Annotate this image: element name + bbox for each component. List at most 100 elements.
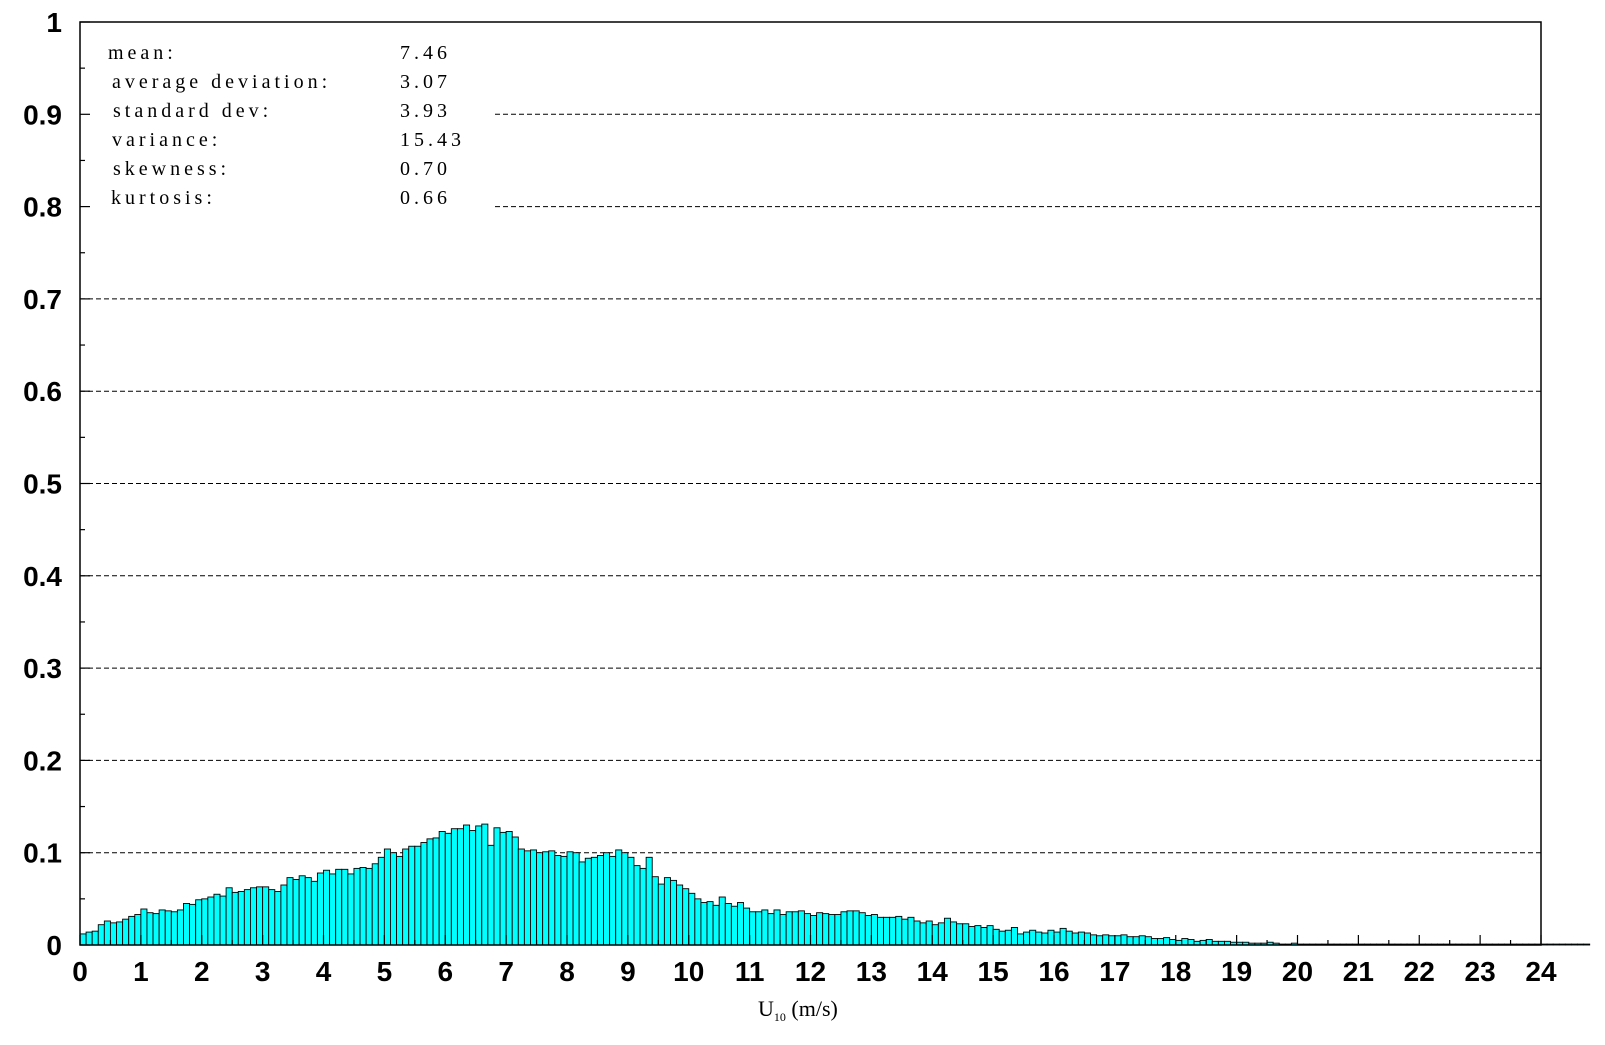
- histogram-bar: [980, 927, 988, 946]
- histogram-bar: [323, 869, 331, 946]
- histogram-bar: [469, 830, 477, 946]
- x-tick-label: 20: [1282, 956, 1313, 987]
- histogram-bar: [694, 898, 702, 946]
- histogram-bar: [189, 903, 197, 946]
- histogram-bar: [1071, 932, 1079, 946]
- histogram-bar: [542, 851, 550, 946]
- histogram-bar: [408, 845, 416, 946]
- histogram-bar: [773, 909, 781, 946]
- histogram-bar: [493, 827, 501, 946]
- y-tick-label: 1: [46, 7, 62, 38]
- histogram-bar: [700, 902, 708, 946]
- histogram-bar: [1558, 943, 1566, 946]
- y-tick-label: 0.4: [23, 561, 62, 592]
- x-tick-label: 12: [795, 956, 826, 987]
- histogram-bar: [475, 825, 483, 946]
- histogram-bar: [219, 895, 227, 946]
- histogram-bar: [195, 899, 203, 946]
- histogram-bar: [596, 855, 604, 946]
- histogram-bar: [109, 922, 117, 946]
- x-tick-label: 5: [377, 956, 393, 987]
- histogram-bar: [931, 924, 939, 946]
- histogram-bar: [1010, 927, 1018, 946]
- histogram-bar: [79, 933, 87, 946]
- x-axis-label-subscript: 10: [774, 1010, 786, 1024]
- histogram-bar: [1132, 936, 1140, 946]
- histogram-bar: [1120, 934, 1128, 946]
- stat-value: 15.43: [400, 129, 465, 151]
- histogram-bar: [992, 928, 1000, 946]
- x-tick-labels: 0 1 2 3 4 5 6 7 8 9 10 11 12 13 14 15 16 17 18 19 20 21 22 23 24: [72, 956, 1557, 987]
- histogram-bar: [505, 831, 513, 946]
- stat-value: 0.70: [400, 158, 451, 180]
- histogram-bar: [390, 852, 397, 946]
- histogram-bar: [712, 904, 720, 946]
- y-tick-label: 0.3: [23, 653, 62, 684]
- histogram-bar: [353, 867, 361, 946]
- x-tick-label: 6: [437, 956, 453, 987]
- histogram-bar: [402, 848, 410, 946]
- histogram-bar: [840, 911, 848, 946]
- histogram-bar: [1017, 933, 1025, 946]
- histogram-bar: [1163, 937, 1171, 946]
- stat-value: 3.93: [400, 100, 451, 122]
- histogram-bar: [304, 877, 312, 946]
- x-tick-label: 23: [1465, 956, 1496, 987]
- histogram-bar: [1108, 935, 1116, 946]
- histogram-bar: [487, 844, 495, 946]
- histogram-bar: [438, 831, 446, 946]
- histogram-bar: [950, 921, 958, 946]
- y-tick-label: 0.5: [23, 469, 62, 500]
- histogram-bar: [797, 910, 805, 946]
- histogram-bar: [852, 910, 860, 946]
- x-tick-label: 8: [559, 956, 575, 987]
- histogram-bar: [937, 922, 945, 946]
- histogram-bar: [779, 914, 787, 946]
- histogram-bar: [603, 852, 611, 946]
- histogram-bar: [1187, 939, 1195, 946]
- histogram-bar: [1150, 938, 1158, 946]
- histogram-bar: [858, 912, 866, 946]
- histogram-bar: [286, 877, 294, 946]
- histogram-bar: [846, 910, 854, 946]
- histogram-bar: [968, 926, 976, 946]
- x-axis-label: U10 (m/s): [758, 996, 838, 1024]
- histogram-bar: [298, 875, 306, 946]
- histogram-bar: [828, 914, 836, 946]
- histogram-bar: [146, 912, 154, 946]
- histogram-bar: [864, 915, 872, 946]
- histogram-bar: [810, 915, 818, 946]
- histogram-bar: [907, 916, 915, 946]
- stat-label: variance:: [112, 129, 221, 151]
- histogram-bar: [676, 884, 684, 946]
- histogram-bar: [1029, 929, 1037, 946]
- histogram-bar: [743, 907, 751, 946]
- histogram-bar: [633, 865, 641, 946]
- histogram-bar: [201, 898, 209, 946]
- histogram-bar: [1023, 931, 1031, 946]
- histogram-bar: [682, 888, 690, 946]
- histogram-bar: [1083, 932, 1091, 946]
- histogram-bar: [761, 909, 769, 946]
- histogram-bar: [1577, 943, 1585, 946]
- x-tick-label: 1: [133, 956, 149, 987]
- histogram-bar: [414, 845, 422, 946]
- stat-label: skewness:: [113, 158, 230, 180]
- stat-label: average deviation:: [112, 71, 331, 93]
- histogram-bar: [657, 883, 665, 946]
- histogram-bar: [803, 913, 811, 946]
- histogram-bar: [456, 828, 464, 946]
- grid-lines: [80, 113, 1541, 854]
- histogram-bar: [1564, 943, 1572, 946]
- histogram-bar: [347, 873, 355, 946]
- histogram-bar: [767, 913, 775, 946]
- histogram-bar: [329, 873, 337, 946]
- histogram-bar: [481, 823, 489, 946]
- x-tick-label: 15: [978, 956, 1009, 987]
- histogram-bar: [919, 922, 927, 946]
- histogram-bar: [1065, 930, 1073, 946]
- histogram-bar: [913, 920, 921, 946]
- x-tick-label: 13: [856, 956, 887, 987]
- histogram-bar: [1096, 935, 1104, 946]
